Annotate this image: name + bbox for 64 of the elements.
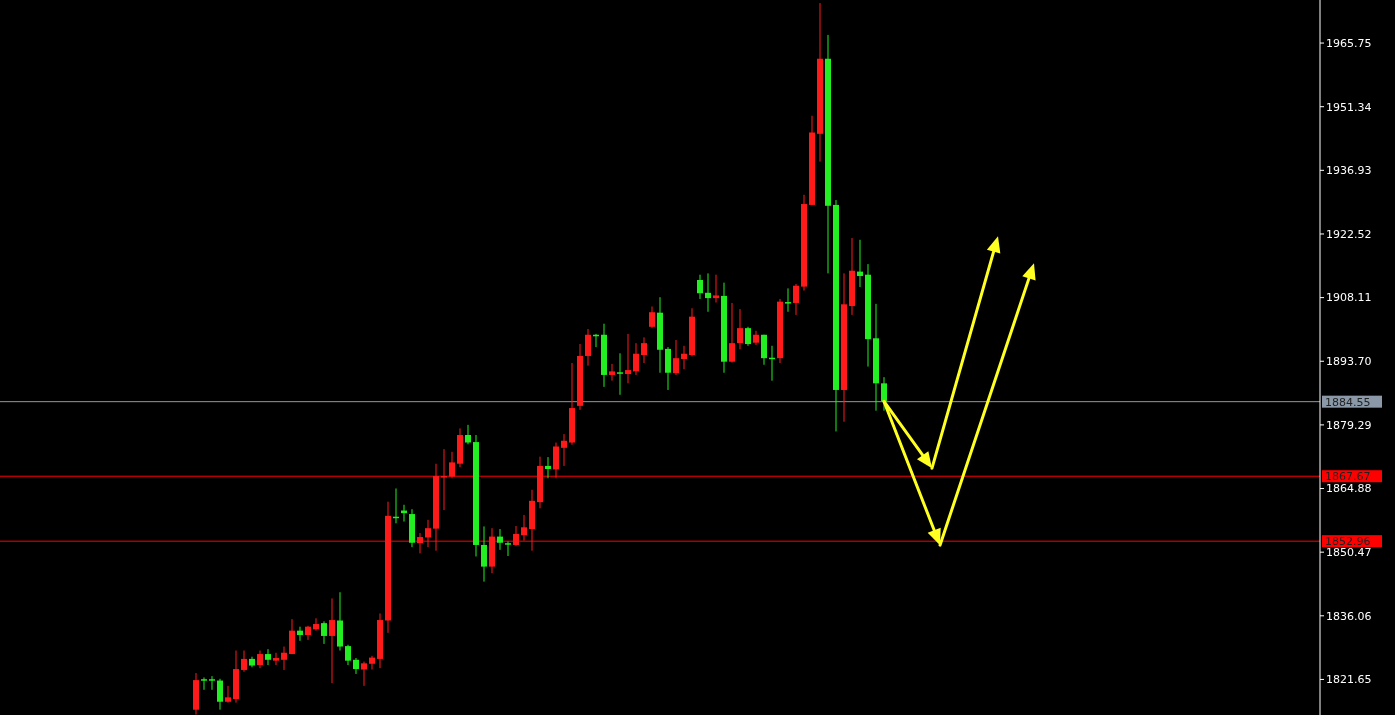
- candlestick: [729, 302, 735, 364]
- y-tick-label: 1836.06: [1326, 609, 1372, 623]
- y-tick-label: 1850.47: [1326, 546, 1372, 560]
- candlestick: [505, 540, 511, 557]
- candlestick: [209, 675, 215, 691]
- candlestick: [369, 655, 375, 671]
- candlestick: [761, 334, 767, 366]
- candlestick: [545, 456, 551, 479]
- candlestick: [641, 336, 647, 364]
- candlestick: [297, 626, 303, 642]
- candlestick: [201, 676, 207, 691]
- candlestick: [665, 346, 671, 391]
- candlestick: [521, 514, 527, 542]
- candlestick: [281, 646, 287, 671]
- candlestick: [441, 448, 447, 511]
- candlestick: [417, 532, 423, 554]
- candlestick: [737, 308, 743, 350]
- candlestick: [513, 525, 519, 547]
- candlestick: [465, 424, 471, 445]
- candlestick: [785, 287, 791, 313]
- y-tick-label: 1821.65: [1326, 673, 1372, 687]
- y-tick-label: 1951.34: [1326, 100, 1372, 114]
- y-tick-label: 1965.75: [1326, 36, 1372, 50]
- y-tick-label: 1922.52: [1326, 227, 1372, 241]
- y-tick-label: 1908.11: [1326, 291, 1372, 305]
- candlestick: [241, 650, 247, 673]
- candlestick: [481, 525, 487, 583]
- candlestick: [225, 685, 231, 704]
- candlestick: [649, 305, 655, 329]
- ref-line-label: 1867.67: [1325, 470, 1371, 484]
- candlestick: [553, 442, 559, 479]
- candlestick: [609, 363, 615, 382]
- candlestick: [273, 652, 279, 666]
- candlestick: [585, 328, 591, 367]
- candlestick: [745, 326, 751, 347]
- candlestick: [713, 274, 719, 304]
- candlestick: [313, 617, 319, 632]
- candlestick: [265, 648, 271, 666]
- candlestick: [857, 239, 863, 288]
- y-tick-label: 1936.93: [1326, 164, 1372, 178]
- y-tick-label: 1893.70: [1326, 355, 1372, 369]
- candlestick: [345, 644, 351, 666]
- candlestick: [625, 333, 631, 384]
- candlestick: [425, 519, 431, 548]
- candlestick: [881, 376, 887, 412]
- candlestick: [217, 678, 223, 711]
- candlestick: [321, 620, 327, 645]
- candlestick: [617, 352, 623, 396]
- candlestick: [329, 597, 335, 684]
- y-tick-label: 1879.29: [1326, 418, 1372, 432]
- candlestick: [793, 283, 799, 316]
- candlestick: [497, 528, 503, 551]
- candlestick: [697, 274, 703, 300]
- candlestick: [633, 342, 639, 376]
- candlestick: [289, 618, 295, 655]
- ref-line-label: 1852.96: [1325, 535, 1371, 549]
- candlestick: [449, 451, 455, 479]
- candlestick: [673, 339, 679, 376]
- candlestick: [681, 345, 687, 370]
- y-tick-label: 1864.88: [1326, 482, 1372, 496]
- candlestick: [361, 661, 367, 687]
- candlestick: [705, 272, 711, 313]
- candlestick: [561, 433, 567, 467]
- ref-line-label: 1884.55: [1325, 395, 1371, 409]
